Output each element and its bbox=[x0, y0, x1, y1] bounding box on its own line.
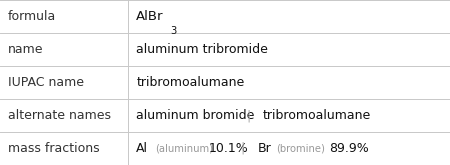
Text: Br: Br bbox=[258, 142, 272, 155]
Text: |: | bbox=[240, 142, 244, 155]
Text: (bromine): (bromine) bbox=[276, 144, 325, 153]
Text: aluminum tribromide: aluminum tribromide bbox=[136, 43, 268, 56]
Text: IUPAC name: IUPAC name bbox=[8, 76, 84, 89]
Text: mass fractions: mass fractions bbox=[8, 142, 100, 155]
Text: Al: Al bbox=[136, 142, 148, 155]
Text: 10.1%: 10.1% bbox=[208, 142, 248, 155]
Text: AlBr: AlBr bbox=[136, 10, 164, 23]
Text: formula: formula bbox=[8, 10, 56, 23]
Text: |: | bbox=[247, 109, 251, 122]
Text: 3: 3 bbox=[170, 26, 176, 36]
Text: name: name bbox=[8, 43, 44, 56]
Text: tribromoalumane: tribromoalumane bbox=[136, 76, 245, 89]
Text: tribromoalumane: tribromoalumane bbox=[262, 109, 371, 122]
Text: 89.9%: 89.9% bbox=[329, 142, 369, 155]
Text: alternate names: alternate names bbox=[8, 109, 111, 122]
Text: aluminum bromide: aluminum bromide bbox=[136, 109, 255, 122]
Text: (aluminum): (aluminum) bbox=[155, 144, 213, 153]
